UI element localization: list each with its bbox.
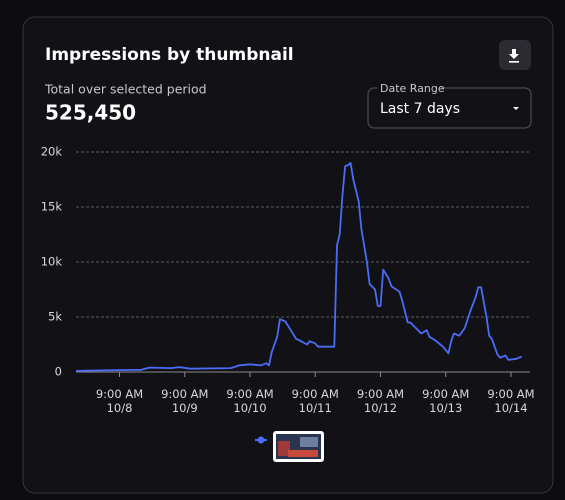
y-tick-label: 15k xyxy=(41,200,63,214)
date-range-select[interactable]: Date Range Last 7 days xyxy=(367,82,532,129)
x-tick-label: 9:00 AM 10/12 xyxy=(357,387,404,415)
date-range-value: Last 7 days xyxy=(380,101,460,117)
summary-value: 525,450 xyxy=(45,101,136,125)
x-tick-label: 9:00 AM 10/8 xyxy=(96,387,143,415)
x-tick-label: 9:00 AM 10/13 xyxy=(422,387,469,415)
y-tick-label: 5k xyxy=(48,310,62,324)
x-tick-label: 9:00 AM 10/11 xyxy=(292,387,339,415)
x-tick-label: 9:00 AM 10/9 xyxy=(161,387,208,415)
download-button[interactable] xyxy=(499,40,531,70)
summary-label: Total over selected period xyxy=(44,82,207,97)
date-range-label: Date Range xyxy=(380,82,445,95)
y-tick-label: 0 xyxy=(55,365,62,379)
card xyxy=(22,16,554,494)
x-tick-label: 9:00 AM 10/14 xyxy=(487,387,534,415)
card-title: Impressions by thumbnail xyxy=(45,45,294,65)
legend xyxy=(255,431,324,462)
series-line xyxy=(75,162,523,372)
y-tick-label: 10k xyxy=(41,255,63,269)
y-tick-label: 20k xyxy=(41,145,63,159)
x-tick-label: 9:00 AM 10/10 xyxy=(226,387,273,415)
